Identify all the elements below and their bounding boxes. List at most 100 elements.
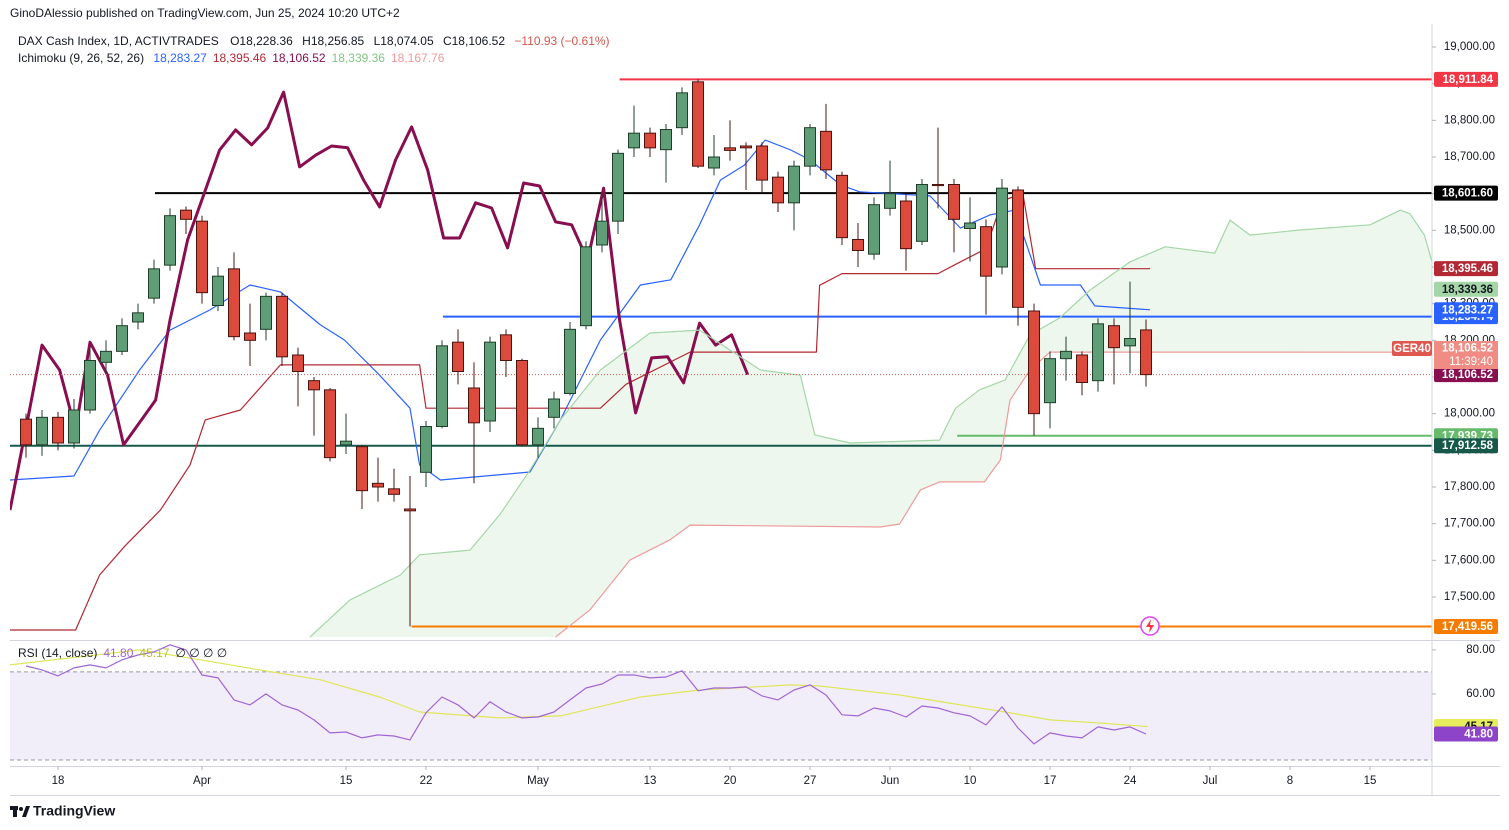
logo-part <box>19 807 23 811</box>
ichimoku-line <box>555 351 1432 638</box>
alert-bolt <box>1146 619 1154 633</box>
candle-body <box>772 176 784 204</box>
candle-body <box>820 130 832 171</box>
price-tags: 18,911.8418,601.6018,264.7417,939.7317,9… <box>1434 71 1498 742</box>
rsi-line <box>10 649 1148 728</box>
indicator-value: 18,106.52 <box>272 51 326 65</box>
candle-body <box>900 200 912 250</box>
candle-body <box>52 416 64 444</box>
y-tick-label: 17,700.00 <box>1444 518 1495 530</box>
x-tick-label: 27 <box>804 775 817 787</box>
candle-body <box>628 132 640 149</box>
candle-body <box>676 92 688 129</box>
candle-body <box>964 222 976 230</box>
x-tick-label: 18 <box>52 775 65 787</box>
candle-body <box>36 416 48 446</box>
candle-body <box>484 341 496 422</box>
candle-body <box>916 184 928 242</box>
candle-body <box>196 220 208 294</box>
candle-body <box>132 312 144 323</box>
candle-body <box>100 350 112 363</box>
candle-body <box>1076 354 1088 383</box>
rsi-legend-item: 45.17 <box>139 646 169 660</box>
candle-body <box>164 215 176 266</box>
symbol-legend: DAX Cash Index, 1D, ACTIVTRADES O18,228.… <box>18 34 610 48</box>
indicator-value: 18,339.36 <box>332 51 386 65</box>
rsi-line <box>25 644 1147 745</box>
ohlc-high: H18,256.85 <box>302 34 364 48</box>
candle-body <box>612 152 624 222</box>
candle-body <box>724 147 736 151</box>
ichimoku-line <box>10 90 749 511</box>
x-tick-label: 17 <box>1044 775 1057 787</box>
price-tag: 41.80 <box>1464 729 1493 741</box>
y-tick-label: 19,000.00 <box>1444 41 1495 53</box>
ohlc-close: C18,106.52 <box>443 34 505 48</box>
candle-body <box>260 295 272 330</box>
price-tag-bg <box>1434 726 1498 742</box>
candle-body <box>116 325 128 352</box>
candle-body <box>404 508 416 512</box>
x-tick-label: May <box>527 775 549 787</box>
y-tick-label: 18,500.00 <box>1444 224 1495 236</box>
candle-body <box>436 345 448 427</box>
x-tick-label: Apr <box>193 775 211 787</box>
candle-body <box>708 156 720 169</box>
ohlc-low: L18,074.05 <box>374 34 434 48</box>
candle-body <box>516 359 528 446</box>
candle-body <box>756 145 768 181</box>
candle-body <box>644 132 656 149</box>
price-tag: 17,912.58 <box>1442 440 1494 452</box>
candle-body <box>356 446 368 492</box>
candle-body <box>372 482 384 488</box>
countdown-price: 18,106.52 <box>1442 343 1493 355</box>
candle-body <box>1140 329 1152 376</box>
candle-body <box>532 427 544 446</box>
candle-body <box>1044 358 1056 404</box>
indicator-value: 18,283.27 <box>153 51 207 65</box>
candle-body <box>1028 310 1040 415</box>
candle-body <box>980 226 992 277</box>
footer-logo <box>10 806 30 817</box>
rsi-legend-item: 41.80 <box>103 646 133 660</box>
indicator-value: 18,167.76 <box>391 51 445 65</box>
candle-body <box>20 418 32 446</box>
indicator-value: 18,395.46 <box>213 51 267 65</box>
candle-body <box>340 440 352 446</box>
candle-body <box>452 341 464 372</box>
candle-body <box>388 488 400 495</box>
x-tick-label: 13 <box>644 775 657 787</box>
price-tag-bg <box>1434 261 1498 277</box>
x-tick-label: 15 <box>1364 775 1377 787</box>
candle-body <box>788 165 800 204</box>
symbol-tag-bg <box>1392 341 1432 356</box>
price-tag-bg <box>1434 367 1498 383</box>
candle-body <box>292 354 304 372</box>
price-tag: 18,911.84 <box>1442 74 1493 86</box>
price-tag: 17,419.56 <box>1442 621 1493 633</box>
rsi-legend: RSI (14, close) 41.80 45.17 ∅ ∅ ∅ ∅ <box>18 646 227 660</box>
indicator-legend: Ichimoku (9, 26, 52, 26) 18,283.27 18,395… <box>18 51 445 65</box>
symbol: DAX Cash Index, 1D, ACTIVTRADES <box>18 34 219 48</box>
rsi-legend-item: ∅ ∅ ∅ ∅ <box>175 646 227 660</box>
candle-body <box>500 334 512 361</box>
x-tick-label: 22 <box>420 775 433 787</box>
candle-body <box>884 193 896 209</box>
price-tag-bg <box>1434 281 1498 297</box>
price-tag: 18,106.52 <box>1442 369 1493 381</box>
symbol-tag: GER40 <box>1393 343 1431 355</box>
candle-body <box>1012 189 1024 308</box>
candle-body <box>180 209 192 220</box>
price-pane <box>10 78 1432 638</box>
x-tick-label: Jul <box>1203 775 1218 787</box>
price-tag: 18,601.60 <box>1442 188 1493 200</box>
y-tick-label: 18,700.00 <box>1444 151 1495 163</box>
candle-body <box>692 81 704 167</box>
footer-brand: TradingView <box>33 803 115 819</box>
candle-body <box>868 204 880 255</box>
x-tick-label: Jun <box>881 775 900 787</box>
candle-body <box>660 129 672 151</box>
ohlc-open: O18,228.36 <box>230 34 293 48</box>
